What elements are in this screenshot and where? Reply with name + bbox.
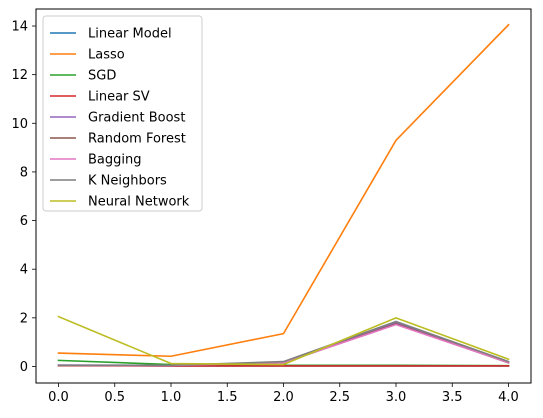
x-tick-label: 0.0 <box>48 390 69 405</box>
series-line-neural-network <box>57 315 510 366</box>
y-tick-label: 8 <box>20 165 28 180</box>
legend-entry: K Neighbors <box>88 174 167 189</box>
x-tick-label: 3.5 <box>442 390 463 405</box>
y-tick-label: 14 <box>11 20 28 35</box>
y-tick-label: 10 <box>11 117 28 132</box>
legend-entry: Random Forest <box>88 132 186 147</box>
x-tick-label: 1.5 <box>217 390 238 405</box>
y-axis: 0 2 4 6 8 10 12 14 <box>11 20 36 375</box>
x-tick-label: 4.0 <box>498 390 519 405</box>
x-axis: 0.0 0.5 1.0 1.5 2.0 2.5 3.0 3.5 4.0 <box>48 383 519 405</box>
legend-entry: Gradient Boost <box>88 111 185 126</box>
y-tick-label: 2 <box>20 311 28 326</box>
x-tick-label: 3.0 <box>386 390 407 405</box>
x-tick-label: 2.0 <box>273 390 294 405</box>
plot-lines <box>57 23 510 367</box>
y-tick-label: 4 <box>20 263 28 278</box>
legend-entry: Bagging <box>88 153 142 168</box>
x-tick-label: 1.0 <box>161 390 182 405</box>
y-tick-label: 0 <box>20 360 28 375</box>
y-tick-label: 12 <box>11 68 28 83</box>
legend-box <box>42 15 203 212</box>
legend-entry: SGD <box>88 69 116 84</box>
legend: Linear Model Lasso SGD Linear SV Gradient Bo… <box>42 15 203 212</box>
legend-entry: Neural Network <box>88 195 190 210</box>
y-tick-label: 6 <box>20 214 28 229</box>
legend-entry: Linear SV <box>88 90 150 105</box>
x-tick-label: 0.5 <box>104 390 125 405</box>
series-line-k-neighbors <box>57 320 510 367</box>
legend-entry: Linear Model <box>88 27 172 42</box>
x-tick-label: 2.5 <box>329 390 350 405</box>
series-line-lasso <box>57 23 510 358</box>
legend-entry: Lasso <box>88 48 125 63</box>
